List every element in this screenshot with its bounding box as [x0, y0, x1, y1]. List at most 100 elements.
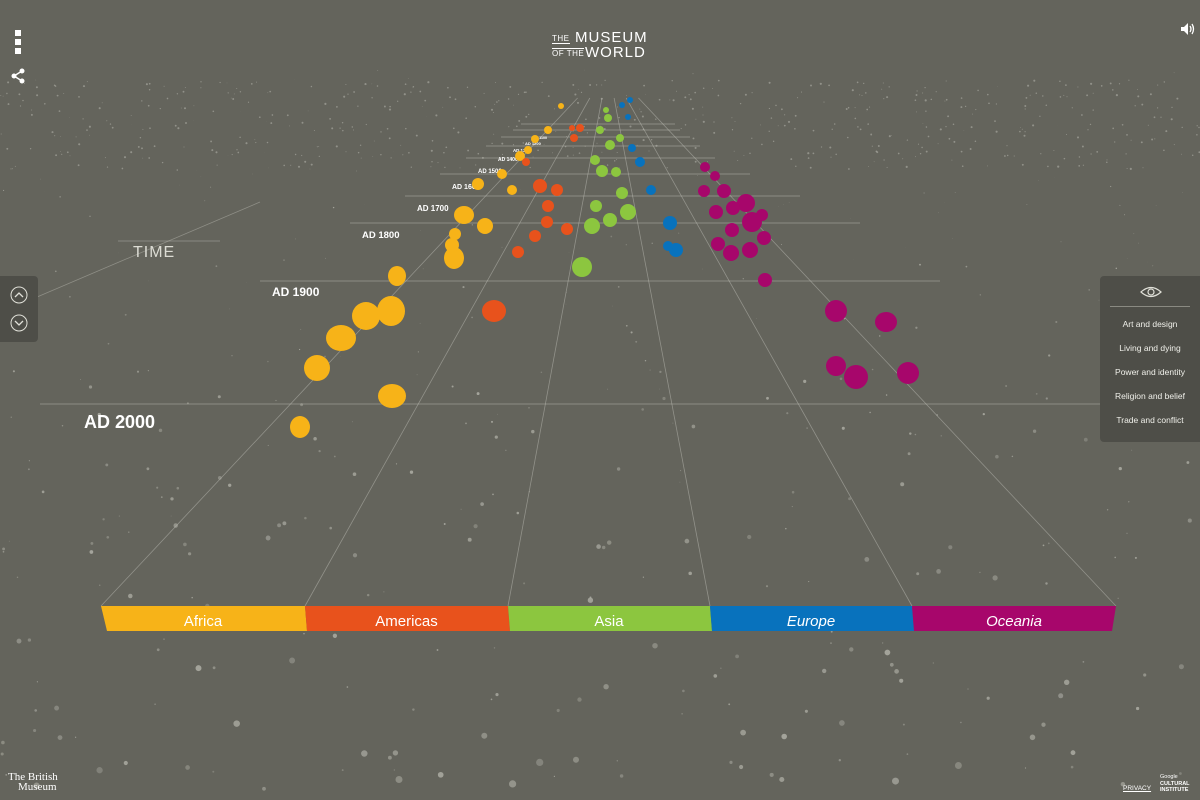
museum-object-marker[interactable]: [558, 103, 564, 109]
museum-object-marker[interactable]: [627, 97, 633, 103]
museum-object-marker[interactable]: [844, 365, 868, 389]
museum-object-marker[interactable]: [711, 237, 725, 251]
museum-object-marker[interactable]: [531, 135, 539, 143]
museum-object-marker[interactable]: [352, 302, 380, 330]
museum-object-marker[interactable]: [477, 218, 493, 234]
museum-object-marker[interactable]: [544, 126, 552, 134]
museum-object-marker[interactable]: [561, 223, 573, 235]
museum-object-marker[interactable]: [590, 200, 602, 212]
filter-power-and-identity[interactable]: Power and identity: [1115, 367, 1185, 377]
museum-object-marker[interactable]: [604, 114, 612, 122]
region-band[interactable]: [305, 606, 510, 631]
chevron-up-icon[interactable]: [10, 286, 28, 304]
museum-object-marker[interactable]: [757, 231, 771, 245]
museum-object-marker[interactable]: [445, 238, 459, 252]
museum-object-marker[interactable]: [522, 158, 530, 166]
museum-object-marker[interactable]: [388, 266, 406, 286]
museum-object-marker[interactable]: [698, 185, 710, 197]
museum-object-marker[interactable]: [756, 209, 768, 221]
museum-object-marker[interactable]: [758, 273, 772, 287]
region-band[interactable]: [912, 606, 1116, 631]
share-icon[interactable]: [10, 68, 26, 84]
museum-object-marker[interactable]: [515, 151, 525, 161]
museum-object-marker[interactable]: [605, 140, 615, 150]
background-particle: [641, 408, 644, 411]
museum-object-marker[interactable]: [569, 125, 575, 131]
privacy-link[interactable]: PRIVACY: [1123, 785, 1152, 792]
filter-religion-and-belief[interactable]: Religion and belief: [1115, 391, 1185, 401]
museum-object-marker[interactable]: [897, 362, 919, 384]
museum-object-marker[interactable]: [825, 300, 847, 322]
museum-object-marker[interactable]: [570, 134, 578, 142]
museum-object-marker[interactable]: [628, 144, 636, 152]
museum-object-marker[interactable]: [572, 257, 592, 277]
eye-icon[interactable]: [1140, 284, 1162, 300]
museum-object-marker[interactable]: [512, 246, 524, 258]
museum-object-marker[interactable]: [616, 134, 624, 142]
museum-object-marker[interactable]: [635, 157, 645, 167]
filter-art-and-design[interactable]: Art and design: [1122, 319, 1178, 329]
museum-object-marker[interactable]: [596, 126, 604, 134]
region-label[interactable]: Americas: [375, 613, 438, 630]
museum-object-marker[interactable]: [326, 325, 356, 351]
region-label[interactable]: Africa: [184, 613, 223, 630]
museum-object-marker[interactable]: [590, 155, 600, 165]
museum-object-marker[interactable]: [717, 184, 731, 198]
museum-object-marker[interactable]: [663, 216, 677, 230]
museum-object-marker[interactable]: [619, 102, 625, 108]
museum-object-marker[interactable]: [482, 300, 506, 322]
museum-object-marker[interactable]: [529, 230, 541, 242]
museum-object-marker[interactable]: [625, 114, 631, 120]
museum-object-marker[interactable]: [290, 416, 310, 438]
museum-object-marker[interactable]: [603, 213, 617, 227]
museum-object-marker[interactable]: [603, 107, 609, 113]
british-museum-logo[interactable]: The British Museum: [8, 772, 58, 793]
menu-icon[interactable]: [12, 30, 24, 56]
museum-object-marker[interactable]: [454, 206, 474, 224]
museum-object-marker[interactable]: [725, 223, 739, 237]
google-cultural-institute-logo[interactable]: Google CULTURAL INSTITUTE: [1160, 774, 1190, 794]
region-label[interactable]: Europe: [787, 613, 835, 630]
region-band[interactable]: [710, 606, 914, 631]
museum-object-marker[interactable]: [663, 241, 673, 251]
museum-object-marker[interactable]: [377, 296, 405, 326]
museum-object-marker[interactable]: [596, 165, 608, 177]
museum-object-marker[interactable]: [700, 162, 710, 172]
museum-object-marker[interactable]: [742, 242, 758, 258]
museum-object-marker[interactable]: [304, 355, 330, 381]
museum-object-marker[interactable]: [584, 218, 600, 234]
museum-object-marker[interactable]: [507, 185, 517, 195]
museum-object-marker[interactable]: [541, 216, 553, 228]
museum-object-marker[interactable]: [737, 194, 755, 212]
museum-object-marker[interactable]: [616, 187, 628, 199]
museum-object-marker[interactable]: [723, 245, 739, 261]
speaker-icon[interactable]: [1180, 22, 1196, 36]
museum-object-marker[interactable]: [646, 185, 656, 195]
museum-object-marker[interactable]: [620, 204, 636, 220]
museum-object-marker[interactable]: [444, 247, 464, 269]
filter-living-and-dying[interactable]: Living and dying: [1119, 343, 1181, 353]
region-band[interactable]: [101, 606, 307, 631]
museum-of-the-world-logo[interactable]: THE MUSEUM OF THE WORLD: [548, 30, 652, 62]
museum-object-marker[interactable]: [497, 169, 507, 179]
filter-trade-and-conflict[interactable]: Trade and conflict: [1116, 415, 1184, 425]
museum-object-marker[interactable]: [709, 205, 723, 219]
region-label[interactable]: Oceania: [986, 613, 1042, 630]
museum-object-marker[interactable]: [826, 356, 846, 376]
chevron-down-icon[interactable]: [10, 314, 28, 332]
museum-object-marker[interactable]: [533, 179, 547, 193]
museum-object-marker[interactable]: [378, 384, 406, 408]
museum-object-marker[interactable]: [710, 171, 720, 181]
museum-object-marker[interactable]: [875, 312, 897, 332]
museum-object-marker[interactable]: [524, 146, 532, 154]
museum-object-marker[interactable]: [611, 167, 621, 177]
region-label[interactable]: Asia: [594, 613, 624, 630]
museum-object-marker[interactable]: [576, 124, 584, 132]
region-band[interactable]: [508, 606, 712, 631]
museum-object-marker[interactable]: [472, 178, 484, 190]
museum-object-marker[interactable]: [726, 201, 740, 215]
museum-object-marker[interactable]: [551, 184, 563, 196]
museum-object-marker[interactable]: [542, 200, 554, 212]
museum-object-marker[interactable]: [449, 228, 461, 240]
